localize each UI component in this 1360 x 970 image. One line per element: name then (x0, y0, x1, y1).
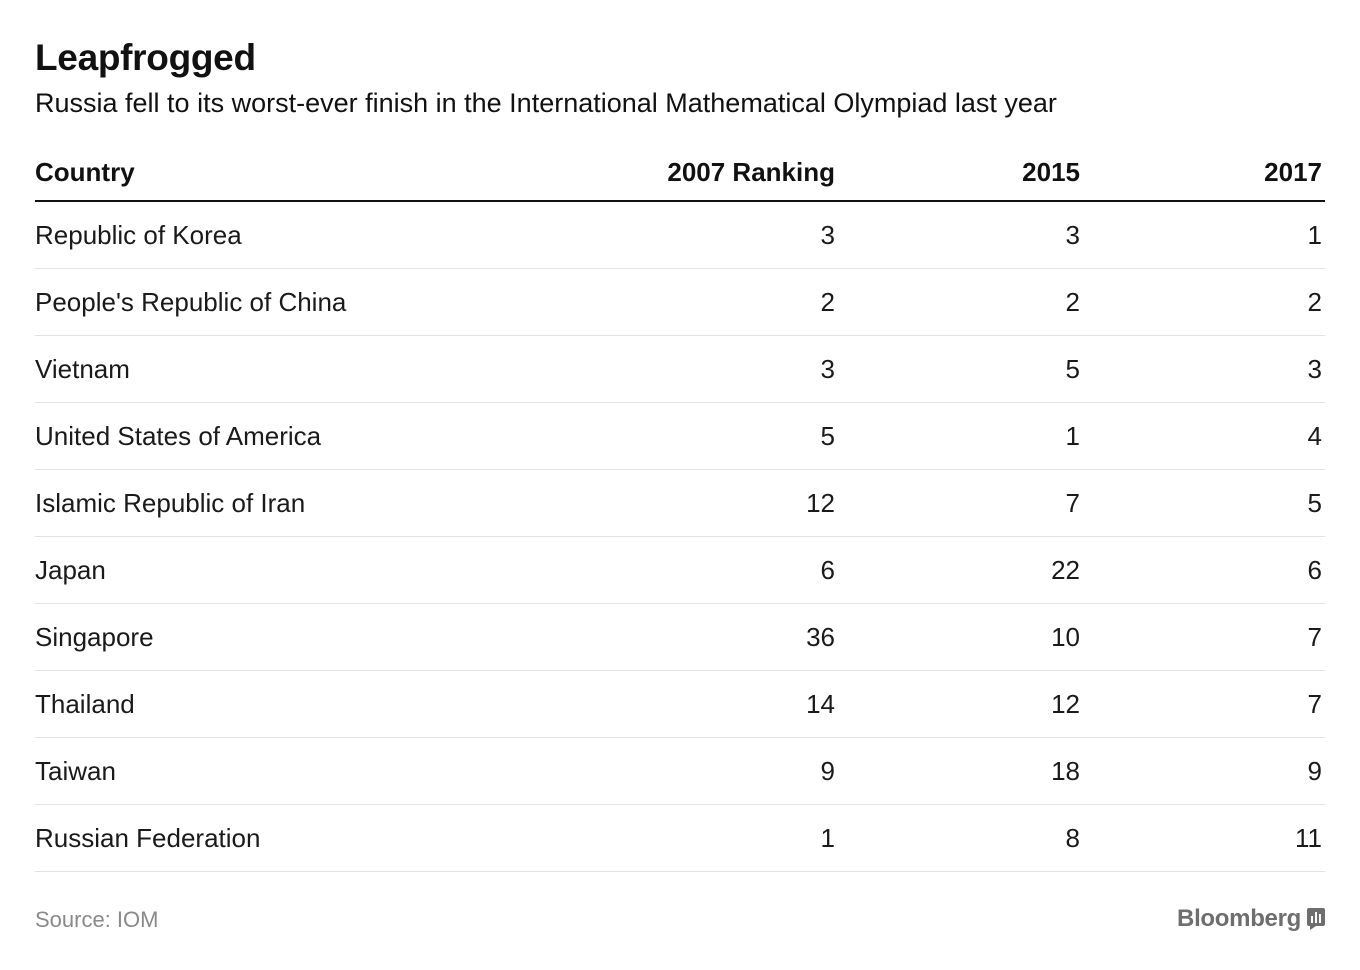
ranking-table: Country 2007 Ranking 2015 2017 Republic … (35, 148, 1325, 872)
rank-2017-cell: 5 (1307, 488, 1322, 518)
brand-name: Bloomberg (1177, 905, 1301, 932)
rank-2017-cell: 3 (1307, 354, 1322, 384)
table-row: Vietnam 3 5 3 (35, 336, 1325, 403)
rank-2015-cell: 18 (1051, 756, 1080, 786)
rank-2015-cell: 1 (1065, 421, 1080, 451)
country-cell: Taiwan (35, 756, 116, 786)
rank-2017-cell: 4 (1307, 421, 1322, 451)
rank-2007-cell: 36 (806, 622, 835, 652)
rank-2017-cell: 11 (1295, 823, 1322, 853)
table-row: Thailand 14 12 7 (35, 671, 1325, 738)
rank-2015-cell: 2 (1065, 287, 1080, 317)
rank-2007-cell: 6 (820, 555, 835, 585)
rank-2017-cell: 2 (1307, 287, 1322, 317)
country-cell: Russian Federation (35, 823, 261, 853)
country-cell: Thailand (35, 689, 135, 719)
table-body: Republic of Korea 3 3 1 People's Republic of… (35, 202, 1325, 872)
table-row: Republic of Korea 3 3 1 (35, 202, 1325, 269)
rank-2017-cell: 1 (1307, 220, 1322, 250)
chart-title: Leapfrogged (35, 37, 256, 78)
table-row: Taiwan 9 18 9 (35, 738, 1325, 805)
brand-logo: Bloomberg (1177, 902, 1325, 936)
rank-2017-cell: 7 (1307, 622, 1322, 652)
column-header-country: Country (35, 157, 135, 187)
column-header-2017: 2017 (1264, 157, 1322, 187)
rank-2015-cell: 3 (1065, 220, 1080, 250)
bloomberg-logo-icon (1307, 908, 1325, 930)
table-row: Russian Federation 1 8 11 (35, 805, 1325, 872)
table-row: Singapore 36 10 7 (35, 604, 1325, 671)
table-row: People's Republic of China 2 2 2 (35, 269, 1325, 336)
rank-2007-cell: 12 (806, 488, 835, 518)
table-row: Japan 6 22 6 (35, 537, 1325, 604)
rank-2017-cell: 6 (1307, 555, 1322, 585)
country-cell: Republic of Korea (35, 220, 242, 250)
chart-subtitle: Russia fell to its worst-ever finish in … (35, 88, 1057, 118)
rank-2007-cell: 2 (820, 287, 835, 317)
rank-2015-cell: 5 (1065, 354, 1080, 384)
rank-2007-cell: 1 (820, 823, 835, 853)
country-cell: Islamic Republic of Iran (35, 488, 306, 518)
table-row: Islamic Republic of Iran 12 7 5 (35, 470, 1325, 537)
country-cell: Japan (35, 555, 106, 585)
table-header-row: Country 2007 Ranking 2015 2017 (35, 148, 1325, 202)
rank-2007-cell: 3 (820, 354, 835, 384)
rank-2007-cell: 14 (806, 689, 835, 719)
country-cell: Vietnam (35, 354, 130, 384)
rank-2015-cell: 12 (1051, 689, 1080, 719)
column-header-2007: 2007 Ranking (667, 157, 835, 187)
rank-2015-cell: 7 (1065, 488, 1080, 518)
rank-2017-cell: 9 (1307, 756, 1322, 786)
column-header-2015: 2015 (1022, 157, 1080, 187)
country-cell: United States of America (35, 421, 322, 451)
rank-2017-cell: 7 (1307, 689, 1322, 719)
country-cell: Singapore (35, 622, 154, 652)
rank-2007-cell: 9 (820, 756, 835, 786)
rank-2007-cell: 3 (820, 220, 835, 250)
rank-2007-cell: 5 (820, 421, 835, 451)
source-note: Source: IOM (35, 907, 159, 932)
table-row: United States of America 5 1 4 (35, 403, 1325, 470)
rank-2015-cell: 10 (1051, 622, 1080, 652)
rank-2015-cell: 22 (1051, 555, 1080, 585)
rank-2015-cell: 8 (1065, 823, 1080, 853)
country-cell: People's Republic of China (35, 287, 347, 317)
